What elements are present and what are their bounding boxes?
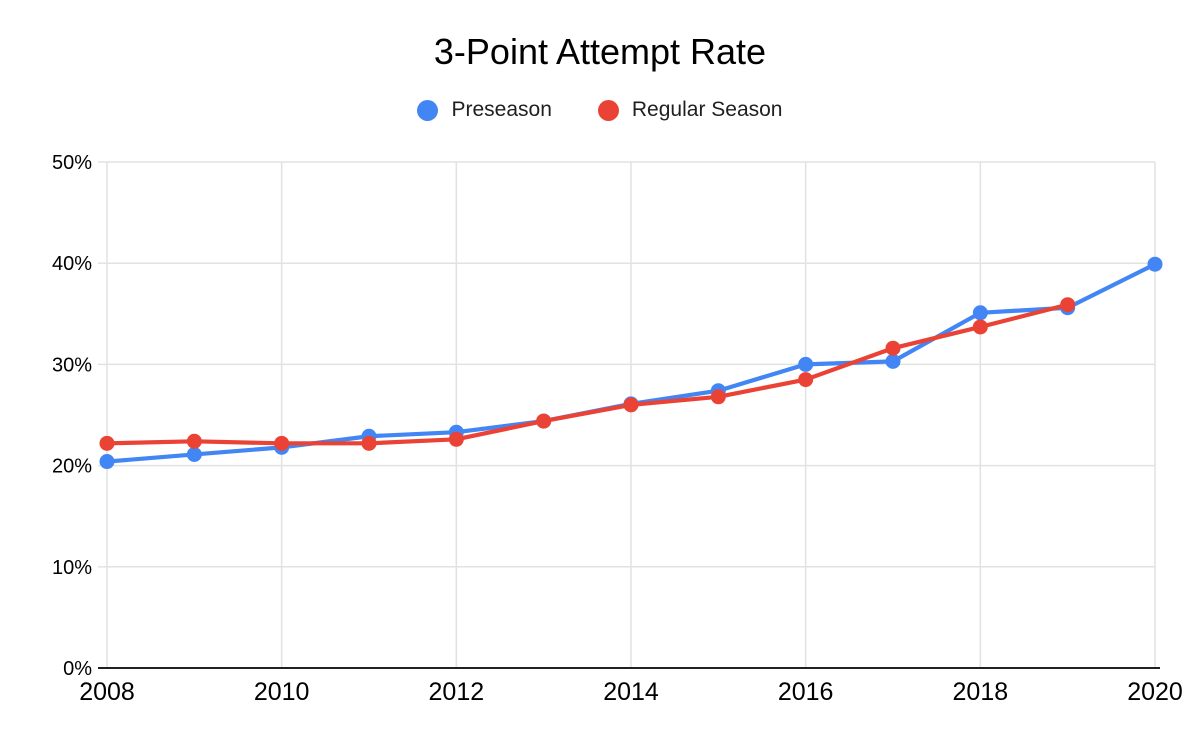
x-tick-label-2012: 2012 <box>429 678 485 706</box>
data-point-regular-season-2010 <box>274 435 290 451</box>
legend-swatch-preseason <box>417 99 439 121</box>
data-point-preseason-2020 <box>1147 256 1163 272</box>
data-point-regular-season-2016 <box>798 372 814 388</box>
data-point-regular-season-2017 <box>885 340 901 356</box>
data-point-preseason-2018 <box>972 305 988 321</box>
x-tick-label-2018: 2018 <box>953 678 1009 706</box>
data-point-preseason-2017 <box>885 353 901 369</box>
data-point-preseason-2009 <box>186 446 202 462</box>
data-point-regular-season-2009 <box>186 433 202 449</box>
data-point-regular-season-2011 <box>361 435 377 451</box>
series-line-regular-season <box>104 302 1070 446</box>
legend-swatch-regular-season <box>597 99 619 121</box>
data-point-regular-season-2012 <box>448 431 464 447</box>
y-tick-label-0: 0% <box>63 658 92 680</box>
y-tick-label-20: 20% <box>52 456 92 478</box>
data-point-regular-season-2008 <box>99 435 115 451</box>
legend: Preseason Regular Season <box>0 98 1200 122</box>
x-tick-label-2016: 2016 <box>778 678 834 706</box>
legend-label-preseason: Preseason <box>451 98 552 121</box>
data-point-preseason-2008 <box>99 454 115 470</box>
y-tick-label-10: 10% <box>52 557 92 579</box>
data-point-regular-season-2019 <box>1060 297 1076 313</box>
data-point-regular-season-2015 <box>710 389 726 405</box>
legend-label-regular-season: Regular Season <box>631 98 783 121</box>
x-tick-label-2008: 2008 <box>79 678 135 706</box>
y-tick-label-30: 30% <box>52 354 92 376</box>
legend-item-regular-season: Regular Season <box>597 98 783 122</box>
data-point-regular-season-2018 <box>972 319 988 335</box>
y-tick-label-50: 50% <box>52 152 92 174</box>
legend-item-preseason: Preseason <box>417 98 552 122</box>
x-tick-label-2020: 2020 <box>1127 678 1183 706</box>
x-tick-label-2014: 2014 <box>603 678 659 706</box>
chart-title: 3-Point Attempt Rate <box>433 31 767 72</box>
y-tick-label-40: 40% <box>52 253 92 275</box>
x-tick-label-2010: 2010 <box>254 678 310 706</box>
data-point-regular-season-2013 <box>536 413 552 429</box>
data-point-regular-season-2014 <box>623 397 639 413</box>
data-point-preseason-2016 <box>798 356 814 372</box>
